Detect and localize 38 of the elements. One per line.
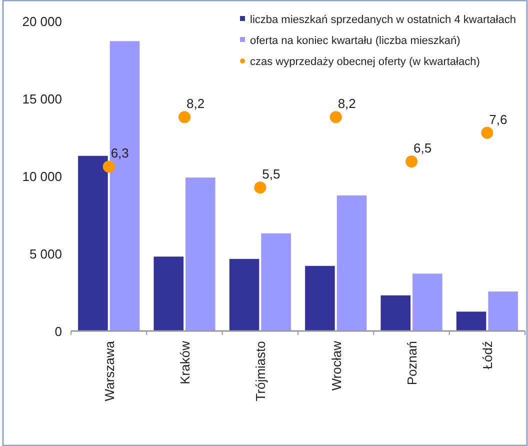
x-tick-label: Poznań bbox=[404, 341, 420, 386]
bar bbox=[380, 295, 410, 331]
legend-label: liczba mieszkań sprzedanych w ostatnich 4 kwartałach bbox=[250, 14, 516, 26]
y-tick-label: 20 000 bbox=[22, 14, 62, 29]
point bbox=[254, 182, 266, 194]
point bbox=[330, 111, 342, 124]
bar bbox=[456, 312, 486, 331]
x-tick-label: Łódź bbox=[480, 341, 496, 370]
data-label: 8,2 bbox=[186, 96, 205, 112]
bar bbox=[336, 195, 367, 331]
y-tick-label: 10 000 bbox=[22, 169, 62, 184]
point bbox=[406, 155, 418, 168]
data-label: 8,2 bbox=[338, 96, 356, 112]
bar bbox=[412, 274, 442, 331]
x-tick-label: Trójmiasto bbox=[253, 341, 268, 402]
x-tick-label: Wrocław bbox=[328, 340, 344, 391]
x-tick-label: Kraków bbox=[178, 340, 192, 384]
x-tick-label: Warszawa bbox=[102, 340, 117, 402]
point bbox=[178, 111, 190, 124]
bar bbox=[229, 258, 260, 331]
bar bbox=[261, 233, 291, 331]
point bbox=[102, 160, 115, 173]
data-label: 6,5 bbox=[414, 140, 432, 156]
y-tick-label: 15 000 bbox=[22, 92, 62, 106]
bar bbox=[110, 41, 140, 331]
bar bbox=[305, 266, 335, 331]
data-label: 7,6 bbox=[489, 112, 508, 127]
legend-label: czas wyprzedaży obecnej oferty (w kwartałach) bbox=[250, 56, 480, 68]
y-tick-label: 0 bbox=[54, 324, 62, 339]
bar bbox=[488, 291, 518, 331]
legend-label: oferta na koniec kwartału (liczba mieszkań) bbox=[250, 35, 460, 47]
data-label: 6,3 bbox=[110, 146, 129, 161]
data-label: 5,5 bbox=[262, 166, 280, 182]
bar bbox=[154, 256, 184, 331]
bar bbox=[186, 178, 216, 331]
y-tick-label: 5 000 bbox=[29, 246, 62, 262]
point bbox=[481, 126, 494, 139]
bar bbox=[78, 156, 108, 331]
